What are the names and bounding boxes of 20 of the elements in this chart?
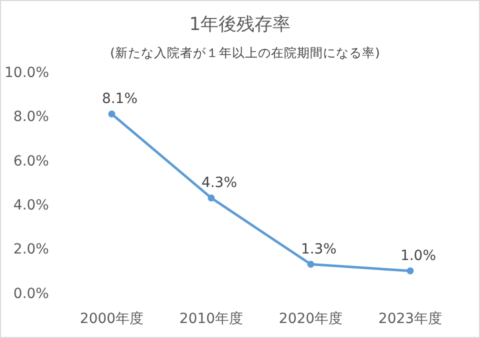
text: 1.3% (300, 241, 337, 258)
x-tick-label: 2000年度 (80, 311, 144, 327)
y-tick-label: 10.0% (4, 64, 49, 81)
text: 8.1% (102, 90, 138, 107)
y-tick-label: 8.0% (13, 109, 49, 126)
point (108, 110, 116, 118)
x-tick-label: 2020年度 (278, 311, 343, 327)
point (307, 260, 314, 268)
chart-title: 1年後残存率 (189, 14, 291, 35)
y-tick-label: 0.0% (13, 286, 49, 302)
y-tick-label: 4.0% (13, 198, 49, 214)
point (406, 267, 414, 274)
y-tick-label: 2.0% (13, 242, 49, 258)
point (208, 194, 215, 202)
text: 4.3% (201, 174, 238, 191)
x-tick-label: 2023年度 (378, 311, 442, 327)
chart-subtitle: (新たな入院者が１年以上の在院期間になる率) (110, 45, 380, 60)
x-tick-label: 2010年度 (179, 311, 244, 327)
y-tick-label: 6.0% (13, 153, 49, 170)
text: 1.0% (400, 248, 436, 264)
